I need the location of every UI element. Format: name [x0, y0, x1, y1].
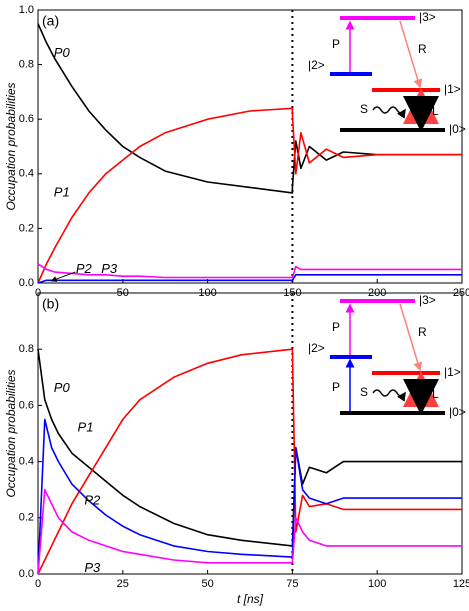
x-tick-label: 50 — [201, 578, 213, 590]
level-label: |2> — [308, 58, 325, 72]
level-label: |1> — [444, 82, 461, 96]
curve-label: P3 — [84, 560, 101, 575]
level-label: |0> — [449, 122, 466, 136]
curve — [37, 23, 462, 194]
y-tick-label: 0.8 — [19, 343, 34, 355]
curve-label: P2 — [84, 492, 101, 507]
level-label: |3> — [419, 293, 436, 307]
transition-label: S — [360, 385, 368, 399]
curve-label: P1 — [78, 419, 94, 434]
y-tick-label: 0.0 — [19, 568, 34, 580]
curve-label: P0 — [54, 380, 71, 395]
transition-label: R — [418, 42, 427, 56]
transition-label: P — [332, 320, 340, 334]
panel-label: (a) — [42, 13, 59, 29]
y-tick-label: 0.6 — [19, 399, 34, 411]
y-tick-label: 0.2 — [19, 512, 34, 524]
plot-frame — [37, 292, 463, 575]
relax-arrow — [399, 20, 423, 89]
label-arrow — [50, 271, 76, 282]
x-tick-label: 25 — [117, 578, 129, 590]
curve — [37, 349, 462, 547]
y-tick-label: 0.0 — [19, 277, 34, 289]
coupling-wave — [372, 106, 406, 119]
transition-label: R — [418, 325, 427, 339]
y-tick-label: 0.4 — [19, 168, 34, 180]
transition-label: P — [332, 37, 340, 51]
level-label: |0> — [449, 405, 466, 419]
curve — [37, 274, 462, 284]
coupling-wave — [372, 389, 406, 402]
y-tick-label: 0.2 — [19, 222, 34, 234]
curve-label: P2 — [76, 261, 93, 276]
x-tick-label: 75 — [286, 578, 298, 590]
curve — [37, 263, 462, 279]
y-tick-label: 0.4 — [19, 456, 34, 468]
y-tick-label: 1.0 — [19, 4, 34, 16]
curve-label: P3 — [101, 261, 118, 276]
curve-label: P0 — [54, 45, 71, 60]
level-label: |2> — [308, 341, 325, 355]
transition-label: L — [432, 104, 439, 118]
x-tick-label: 0 — [35, 578, 41, 590]
y-axis-label: Occupation probabilities — [4, 369, 18, 497]
y-tick-label: 0.6 — [19, 113, 34, 125]
curve — [37, 488, 462, 575]
transition-label: L — [432, 387, 439, 401]
x-axis-label: t [ns] — [237, 592, 264, 606]
plot-frame — [37, 9, 463, 284]
y-axis-label: Occupation probabilities — [4, 82, 18, 210]
panel-label: (b) — [42, 296, 59, 312]
x-tick-label: 125 — [453, 578, 469, 590]
level-label: |3> — [419, 10, 436, 24]
transition-label: S — [360, 102, 368, 116]
level-label: |1> — [444, 365, 461, 379]
x-tick-label: 100 — [368, 578, 386, 590]
y-tick-label: 0.8 — [19, 59, 34, 71]
relax-arrow — [399, 303, 423, 372]
curve — [37, 107, 462, 284]
transition-label: P — [332, 380, 340, 394]
curve-label: P1 — [54, 184, 70, 199]
curve — [37, 418, 462, 575]
